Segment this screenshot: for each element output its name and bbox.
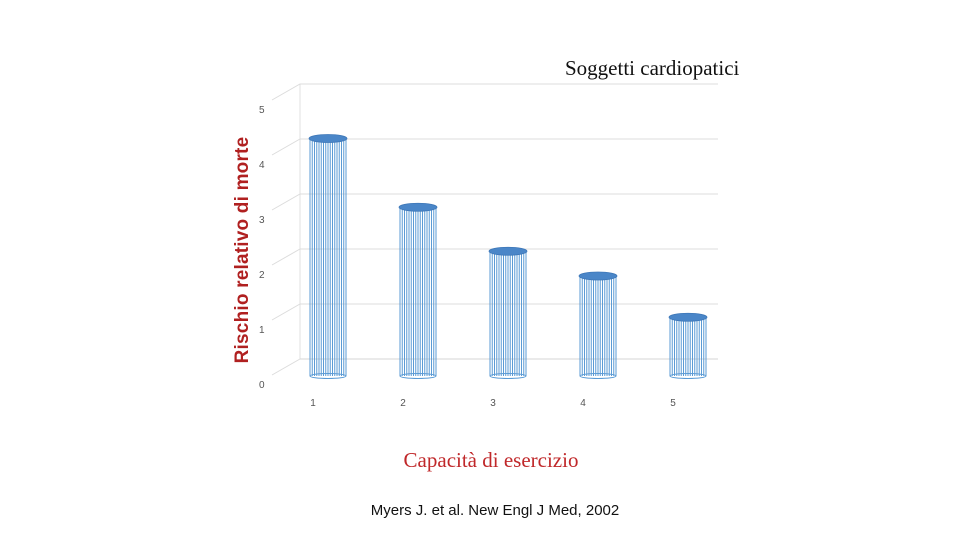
bar [578,271,618,379]
y-tick-label: 5 [259,105,265,116]
y-tick-label: 2 [259,270,265,281]
x-tick-labels: 1 2 3 4 5 [310,398,676,409]
y-tick-label: 3 [259,215,265,226]
gridline [271,193,718,211]
x-axis-label: Capacità di esercizio [403,448,579,472]
x-tick-label: 2 [400,398,406,409]
x-tick-label: 3 [490,398,496,409]
x-tick-label: 1 [310,398,316,409]
bar [308,134,348,379]
bars [308,134,708,379]
y-tick-label: 0 [259,380,265,391]
gridlines [271,83,718,376]
gridline [271,248,718,266]
y-tick-labels: 0 1 2 3 4 5 [259,105,265,391]
chart-title: Soggetti cardiopatici [565,56,740,80]
x-tick-label: 4 [580,398,586,409]
bar [488,246,528,379]
bar [668,312,708,379]
x-tick-label: 5 [670,398,676,409]
gridline [271,83,718,101]
citation: Myers J. et al. New Engl J Med, 2002 [370,502,620,519]
gridline [271,303,718,321]
y-tick-label: 1 [259,325,265,336]
gridline [271,138,718,156]
y-tick-label: 4 [259,160,265,171]
bar [398,202,438,379]
